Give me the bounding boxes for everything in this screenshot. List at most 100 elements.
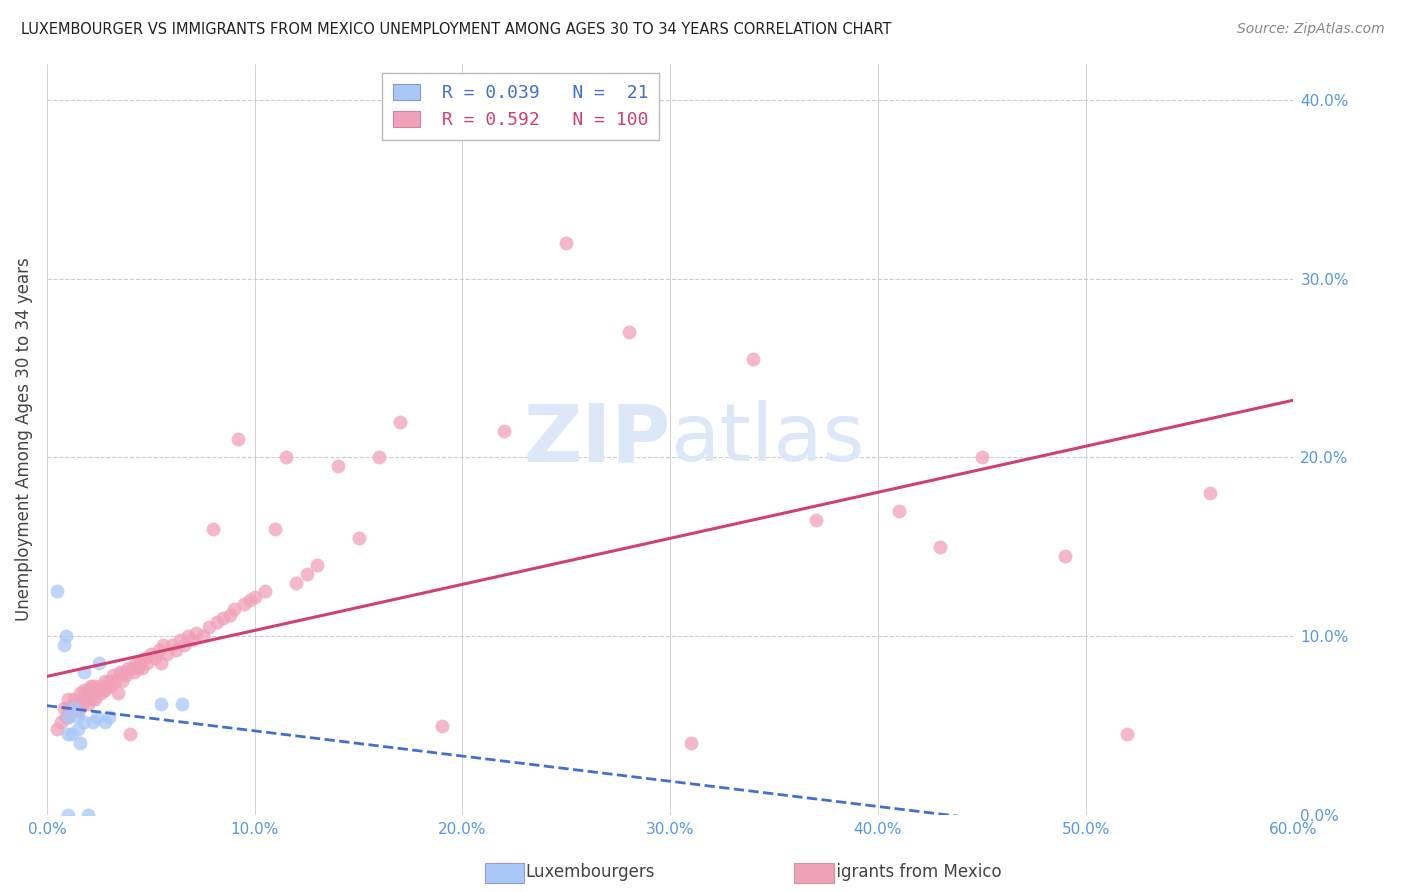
Point [56, 709, 79, 723]
Point [212, 611, 235, 625]
Point [430, 718, 453, 732]
Point [135, 656, 157, 670]
Point [69, 736, 91, 750]
Point [55, 709, 77, 723]
Point [77, 697, 100, 711]
Point [218, 607, 240, 622]
Point [492, 424, 515, 438]
Point [804, 513, 827, 527]
Point [617, 325, 640, 339]
Point [100, 679, 122, 693]
Point [46, 722, 69, 736]
Point [67, 709, 90, 723]
Point [285, 575, 308, 590]
Point [98, 709, 121, 723]
Point [1199, 486, 1222, 500]
Point [70, 697, 93, 711]
Point [118, 727, 141, 741]
Point [60, 727, 83, 741]
Point [139, 647, 162, 661]
Point [150, 697, 173, 711]
Point [65, 697, 87, 711]
Point [169, 632, 191, 647]
Point [75, 691, 97, 706]
Point [46, 584, 69, 599]
Point [114, 668, 136, 682]
Text: ZIP: ZIP [523, 401, 671, 478]
Point [69, 700, 91, 714]
Point [59, 704, 82, 718]
Point [63, 700, 86, 714]
Point [226, 433, 249, 447]
Point [243, 590, 266, 604]
Point [77, 682, 100, 697]
Point [111, 673, 134, 688]
Point [108, 665, 131, 679]
Point [742, 352, 765, 367]
Point [274, 450, 297, 465]
Point [98, 673, 121, 688]
Point [127, 661, 149, 675]
Point [73, 691, 96, 706]
Point [94, 673, 117, 688]
Point [56, 691, 79, 706]
Point [264, 522, 287, 536]
Point [679, 736, 702, 750]
Point [134, 650, 156, 665]
Text: Source: ZipAtlas.com: Source: ZipAtlas.com [1237, 22, 1385, 37]
Point [55, 629, 77, 643]
Point [51, 714, 73, 729]
Point [389, 415, 412, 429]
Point [165, 643, 187, 657]
Point [79, 679, 101, 693]
Point [368, 450, 391, 465]
Point [173, 638, 195, 652]
Point [156, 647, 179, 661]
Point [82, 691, 104, 706]
Point [73, 665, 96, 679]
Point [82, 714, 104, 729]
Point [1053, 549, 1076, 563]
Point [202, 522, 225, 536]
Point [56, 727, 79, 741]
Point [198, 620, 221, 634]
Point [77, 808, 100, 822]
Point [90, 686, 112, 700]
Point [73, 714, 96, 729]
Point [305, 558, 328, 572]
Point [121, 661, 143, 675]
Point [83, 691, 105, 706]
Point [555, 235, 578, 250]
Point [125, 656, 148, 670]
Point [73, 682, 96, 697]
Point [177, 629, 200, 643]
Point [96, 679, 118, 693]
Point [103, 668, 125, 682]
Point [52, 638, 75, 652]
Point [143, 650, 166, 665]
Point [56, 808, 79, 822]
Point [129, 656, 152, 670]
Point [181, 632, 204, 647]
Legend:  R = 0.039   N =  21,  R = 0.592   N = 100: R = 0.039 N = 21, R = 0.592 N = 100 [382, 73, 659, 140]
Point [191, 629, 214, 643]
Point [112, 665, 135, 679]
Point [63, 691, 86, 706]
Point [253, 584, 276, 599]
Point [52, 700, 75, 714]
Text: atlas: atlas [671, 401, 865, 478]
Point [82, 679, 104, 693]
Point [148, 643, 170, 657]
Point [295, 566, 318, 581]
Point [117, 661, 139, 675]
Point [67, 695, 90, 709]
Point [207, 615, 229, 629]
Point [67, 722, 90, 736]
Point [107, 686, 129, 700]
Point [60, 704, 83, 718]
Point [152, 638, 174, 652]
Point [63, 700, 86, 714]
Point [970, 450, 993, 465]
Point [87, 656, 110, 670]
Point [929, 540, 952, 554]
